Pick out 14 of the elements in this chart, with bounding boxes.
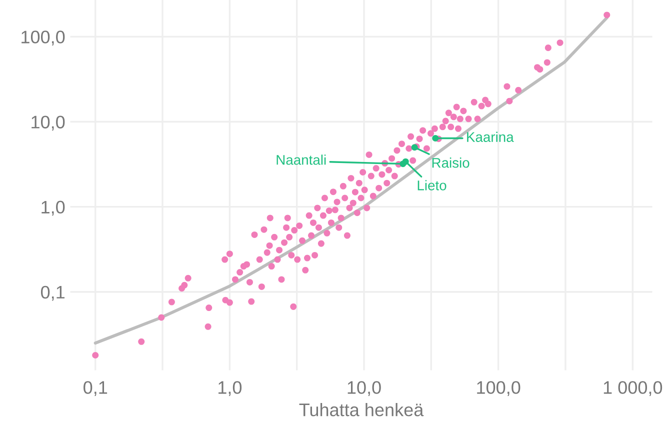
- y-tick-label: 1,0: [42, 200, 65, 216]
- annotation: Kaarina: [467, 132, 514, 142]
- x-axis-title: Tuhatta henkeä: [299, 403, 424, 416]
- annotation: Raisio: [432, 158, 470, 168]
- annotation: Lieto: [418, 180, 446, 190]
- y-tick-label: 10,0: [32, 116, 65, 131]
- x-tick-label: 0,1: [84, 381, 108, 396]
- annotation: Naantali: [276, 154, 326, 165]
- y-tick-label: 0,1: [40, 286, 65, 301]
- x-tick-label: 1 000,0: [604, 381, 662, 396]
- x-tick-label: 10,0: [348, 381, 381, 396]
- x-tick-label: 100,0: [477, 381, 520, 396]
- x-tick-label: 1,0: [218, 381, 242, 396]
- y-tick-label: 100,0: [22, 30, 65, 46]
